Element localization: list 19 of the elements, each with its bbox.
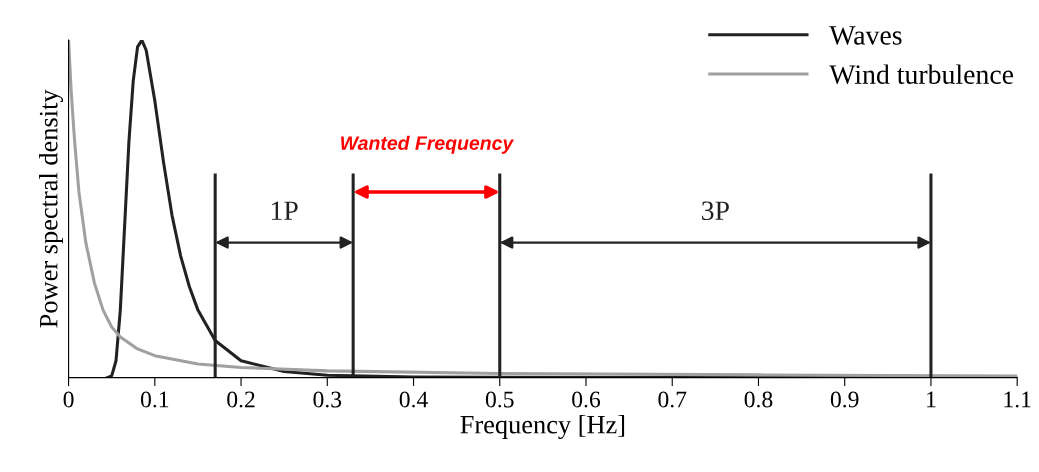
- legend-label: Waves: [829, 26, 902, 45]
- x-tick-label: 0: [63, 391, 74, 408]
- x-tick-label: 0.8: [744, 391, 773, 408]
- x-axis-title: Frequency [Hz]: [460, 414, 625, 439]
- x-tick-label: 0.5: [485, 391, 514, 408]
- annotation: 1P: [271, 201, 298, 220]
- x-tick-label: 0.4: [399, 391, 428, 408]
- y-axis-title: Power spectral density: [39, 89, 64, 328]
- legend-label: Wind turbulence: [829, 64, 1014, 85]
- x-tick-label: 0.3: [313, 391, 342, 408]
- annotation: 3P: [702, 201, 729, 221]
- x-tick-label: 0.9: [830, 391, 859, 408]
- x-tick-label: 0.7: [658, 391, 687, 408]
- annotation: Wanted Frequency: [341, 135, 515, 154]
- x-tick-label: 0.2: [227, 391, 255, 408]
- x-tick-label: 1.1: [1004, 391, 1031, 408]
- x-tick-label: 0.6: [572, 391, 601, 408]
- x-tick-label: 0.1: [140, 391, 169, 408]
- x-tick-label: 1: [927, 391, 936, 408]
